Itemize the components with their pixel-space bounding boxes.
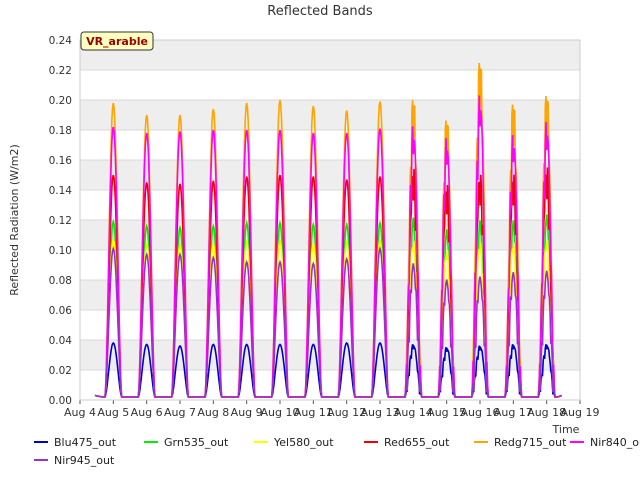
- x-axis-label: Time: [552, 423, 580, 436]
- legend-item-yel580_out: Yel580_out: [254, 436, 334, 450]
- x-tick-label: Aug 13: [361, 406, 400, 419]
- legend-label: Yel580_out: [274, 436, 334, 449]
- x-tick-label: Aug 6: [131, 406, 163, 419]
- series-line-nir945_out: [94, 246, 562, 398]
- legend-item-nir945_out: Nir945_out: [34, 454, 114, 468]
- x-tick-label: Aug 8: [197, 406, 229, 419]
- legend-swatch: [570, 441, 584, 443]
- x-tick-label: Aug 11: [294, 406, 333, 419]
- series-line-yel580_out: [94, 236, 562, 398]
- y-tick-label: 0.22: [49, 65, 72, 77]
- legend-label: Redg715_out: [494, 436, 567, 449]
- x-tick-label: Aug 10: [261, 406, 300, 419]
- grid-band: [80, 220, 580, 250]
- legend-item-red655_out: Red655_out: [364, 436, 449, 450]
- x-tick-label: Aug 14: [394, 406, 433, 419]
- legend-label: Blu475_out: [54, 436, 117, 449]
- grid-band: [80, 280, 580, 310]
- y-tick-label: 0.24: [49, 35, 73, 47]
- legend-label: Nir840_out: [590, 436, 640, 449]
- x-tick-label: Aug 16: [461, 406, 500, 419]
- y-tick-label: 0.16: [49, 155, 73, 167]
- y-tick-label: 0.08: [49, 275, 72, 287]
- legend-item-blu475_out: Blu475_out: [34, 436, 116, 450]
- x-tick-label: Aug 7: [164, 406, 196, 419]
- x-tick-label: Aug 12: [327, 406, 366, 419]
- legend-swatch: [254, 441, 268, 443]
- y-tick-label: 0.18: [49, 125, 72, 137]
- chart-title: Reflected Bands: [267, 4, 373, 19]
- badge-label: VR_arable: [86, 35, 148, 48]
- x-tick-label: Aug 4: [64, 406, 96, 419]
- y-tick-label: 0.02: [49, 365, 72, 377]
- legend-swatch: [474, 441, 488, 443]
- legend-swatch: [364, 441, 378, 443]
- y-tick-label: 0.14: [49, 185, 73, 197]
- legend-label: Nir945_out: [54, 454, 115, 467]
- legend-item-nir840_out: Nir840_out: [570, 436, 640, 450]
- y-tick-label: 0.00: [49, 395, 72, 407]
- legend-item-grn535_out: Grn535_out: [144, 436, 228, 450]
- x-tick-label: Aug 18: [527, 406, 566, 419]
- plot-frame: [79, 39, 581, 401]
- legend-swatch: [34, 459, 48, 461]
- x-tick-label: Aug 15: [427, 406, 466, 419]
- legend-item-redg715_out: Redg715_out: [474, 436, 566, 450]
- legend-label: Grn535_out: [164, 436, 229, 449]
- y-tick-label: 0.06: [49, 305, 73, 317]
- grid-band: [80, 160, 580, 190]
- legend-swatch: [144, 441, 158, 443]
- badge-box: [80, 31, 154, 51]
- x-tick-label: Aug 19: [561, 406, 600, 419]
- y-axis-label: Reflected Radiation (W/m2): [8, 144, 21, 296]
- x-tick-label: Aug 9: [231, 406, 263, 419]
- y-tick-label: 0.12: [49, 215, 72, 227]
- grid-band: [80, 100, 580, 130]
- legend-swatch: [34, 441, 48, 443]
- grid-band: [80, 40, 580, 70]
- y-tick-label: 0.10: [49, 245, 72, 257]
- grid-band: [80, 340, 580, 370]
- legend-label: Red655_out: [384, 436, 450, 449]
- x-tick-label: Aug 5: [97, 406, 129, 419]
- y-tick-label: 0.20: [49, 95, 72, 107]
- x-tick-label: Aug 17: [494, 406, 533, 419]
- y-tick-label: 0.04: [49, 335, 73, 347]
